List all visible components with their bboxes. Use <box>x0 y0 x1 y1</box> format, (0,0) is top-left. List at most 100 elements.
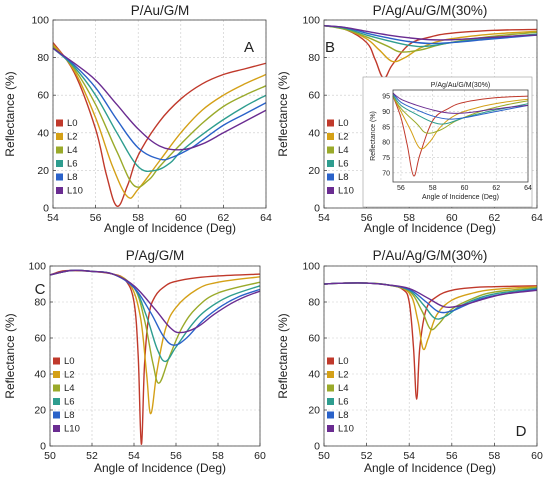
x-tick-label: 56 <box>361 212 373 224</box>
series-line-l4 <box>323 24 538 53</box>
x-tick-label: 50 <box>44 450 56 462</box>
x-tick-label: 56 <box>446 450 458 462</box>
y-tick-label: 20 <box>308 405 320 417</box>
series-line-l10 <box>323 24 538 41</box>
inset-series-l4 <box>392 95 529 134</box>
y-tick-label: 80 <box>37 52 49 64</box>
inset-title: P/Ag/Au/G/M(30%) <box>431 82 491 89</box>
inset-x-tick-label: 58 <box>429 185 437 192</box>
x-tick-label: 58 <box>403 212 415 224</box>
inset-series-l8 <box>392 92 529 120</box>
plot-frame <box>323 265 538 447</box>
legend-label: L0 <box>64 356 75 367</box>
legend-label: L8 <box>338 410 349 421</box>
legend-label: L6 <box>338 159 349 170</box>
legend-label: L10 <box>64 424 80 435</box>
x-tick-label: 60 <box>531 450 543 462</box>
legend-swatch-l0 <box>327 119 334 127</box>
chart-title: P/Ag/Au/G/M(30%) <box>373 3 488 18</box>
legend-label: L0 <box>67 118 78 129</box>
legend-label: L10 <box>338 186 354 197</box>
series-line-l6 <box>49 269 261 363</box>
x-tick-label: 62 <box>218 212 230 224</box>
y-tick-label: 60 <box>308 90 320 102</box>
legend-label: L6 <box>64 397 75 408</box>
chart-panel-B: 54 56 58 60 62 64 0 20 40 60 80 100 P/Ag/Au/G/M(30%)… <box>276 3 543 235</box>
x-axis-label: Angle of Incidence (Deg) <box>364 461 496 475</box>
legend-label: L4 <box>67 145 78 156</box>
legend-swatch-l0 <box>327 357 334 365</box>
y-tick-label: 100 <box>302 15 320 27</box>
legend-label: L2 <box>338 370 349 381</box>
legend-swatch-l0 <box>56 119 63 127</box>
legend-label: L10 <box>67 186 83 197</box>
y-tick-label: 60 <box>37 90 49 102</box>
legend-swatch-l4 <box>56 146 63 154</box>
legend-swatch-l2 <box>56 133 63 140</box>
legend-swatch-l8 <box>53 411 60 419</box>
legend-label: L8 <box>338 172 349 183</box>
panel-letter: D <box>516 423 527 440</box>
legend-swatch-l6 <box>53 398 60 405</box>
series-line-l2 <box>323 24 538 63</box>
inset-y-tick-label: 95 <box>382 94 390 101</box>
panel-letter: C <box>35 281 46 298</box>
series-line-l10 <box>323 282 538 309</box>
chart-title: P/Au/G/M <box>131 3 190 18</box>
legend-swatch-l2 <box>327 371 334 378</box>
y-axis-label: Reflectance (%) <box>276 71 290 156</box>
legend-label: L2 <box>67 132 78 143</box>
legend-swatch-l8 <box>327 173 334 181</box>
x-tick-label: 58 <box>132 212 144 224</box>
y-tick-label: 40 <box>34 369 46 381</box>
inset-y-tick-label: 80 <box>382 140 390 147</box>
legend-label: L8 <box>67 172 78 183</box>
x-tick-label: 52 <box>86 450 98 462</box>
series-line-l10 <box>52 47 267 151</box>
y-tick-label: 20 <box>37 165 49 177</box>
legend-swatch-l10 <box>327 425 334 432</box>
plot-frame <box>323 19 538 209</box>
inset-y-tick-label: 70 <box>382 170 390 177</box>
y-tick-label: 60 <box>34 333 46 345</box>
series-line-l4 <box>49 269 261 384</box>
y-axis-label: Reflectance (%) <box>3 71 17 156</box>
y-tick-label: 100 <box>302 261 320 273</box>
chart-title: P/Ag/G/M <box>126 248 185 263</box>
y-tick-label: 60 <box>308 333 320 345</box>
inset-x-tick-label: 60 <box>461 185 469 192</box>
series-line-l10 <box>49 269 261 334</box>
y-tick-label: 0 <box>43 203 49 215</box>
inset-y-tick-label: 75 <box>382 155 390 162</box>
inset-x-label: Angle of Incidence (Deg) <box>422 194 499 201</box>
legend-label: L10 <box>338 424 354 435</box>
series-line-l6 <box>52 47 267 173</box>
y-axis-label: Reflectance (%) <box>3 313 17 398</box>
y-tick-label: 80 <box>308 52 320 64</box>
x-tick-label: 60 <box>175 212 187 224</box>
series-line-l0 <box>323 24 538 79</box>
legend-label: L2 <box>64 370 75 381</box>
series-line-l2 <box>52 43 267 199</box>
inset-chart: 56 58 60 62 64 70 75 80 85 90 95 P/Ag/Au/G/M(30%) An… <box>362 76 533 208</box>
x-tick-label: 56 <box>170 450 182 462</box>
x-tick-label: 62 <box>489 212 501 224</box>
y-tick-label: 40 <box>308 127 320 139</box>
y-tick-label: 100 <box>31 15 49 27</box>
y-axis-label: Reflectance (%) <box>276 313 290 398</box>
inset-background <box>362 76 533 208</box>
panel-letter: A <box>244 39 254 56</box>
inset-series-l2 <box>392 95 529 150</box>
chart-panel-C: 50 52 54 56 58 60 0 20 40 60 80 100 P/Ag/G/M Angle of… <box>3 248 266 475</box>
x-tick-label: 54 <box>47 212 59 224</box>
legend-swatch-l0 <box>53 357 60 365</box>
series-line-l8 <box>52 47 267 161</box>
legend-swatch-l6 <box>327 160 334 167</box>
y-tick-label: 80 <box>308 297 320 309</box>
legend-swatch-l4 <box>327 146 334 154</box>
inset-y-label: Reflectance (%) <box>370 111 377 161</box>
y-tick-label: 0 <box>314 441 320 453</box>
y-tick-label: 20 <box>34 405 46 417</box>
inset-x-tick-label: 56 <box>397 185 405 192</box>
